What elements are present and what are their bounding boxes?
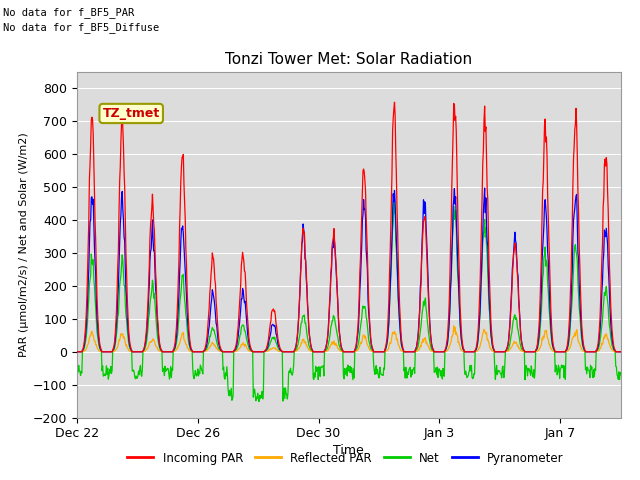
Text: No data for f_BF5_PAR: No data for f_BF5_PAR [3,7,134,18]
Legend: Incoming PAR, Reflected PAR, Net, Pyranometer: Incoming PAR, Reflected PAR, Net, Pyrano… [123,447,568,469]
Text: No data for f_BF5_Diffuse: No data for f_BF5_Diffuse [3,22,159,33]
X-axis label: Time: Time [333,444,364,457]
Y-axis label: PAR (μmol/m2/s) / Net and Solar (W/m2): PAR (μmol/m2/s) / Net and Solar (W/m2) [19,132,29,357]
Text: TZ_tmet: TZ_tmet [102,107,160,120]
Title: Tonzi Tower Met: Solar Radiation: Tonzi Tower Met: Solar Radiation [225,52,472,67]
